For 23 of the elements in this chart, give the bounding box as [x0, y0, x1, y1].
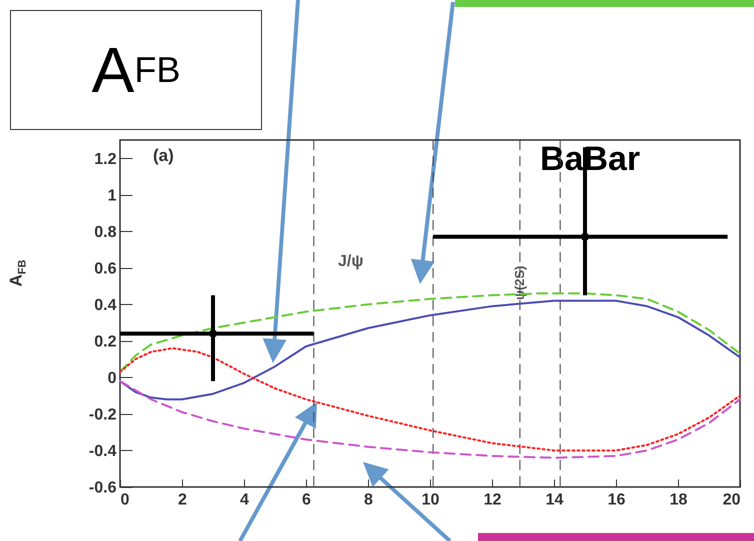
y-tick-label: -0.4	[88, 442, 117, 460]
y-tick-label: -0.6	[88, 480, 117, 496]
x-tick-label: 16	[608, 492, 626, 508]
x-tick-label: 20	[722, 492, 741, 508]
x-tick-label: 10	[422, 492, 440, 508]
y-tick-label: 0.8	[94, 224, 117, 241]
x-tick-label: 8	[364, 492, 374, 508]
x-tick-label: 2	[178, 492, 188, 508]
y-tick-label: 0	[108, 370, 117, 387]
y-tick-label: -0.2	[88, 406, 117, 424]
x-tick-label: 0	[120, 492, 130, 508]
y-tick-label: 0.6	[94, 260, 117, 278]
x-tick-label: 4	[240, 492, 250, 508]
x-tick-label: 12	[484, 492, 502, 508]
annotation: J/ψ	[338, 253, 364, 271]
y-tick-label: 1.2	[94, 150, 117, 168]
x-tick-label: 18	[670, 492, 688, 508]
annotation: (a)	[153, 146, 174, 166]
x-tick-label: 14	[546, 492, 564, 508]
y-tick-label: 0.2	[94, 333, 117, 350]
y-tick-label: 1	[108, 187, 117, 204]
x-tick-label: 6	[302, 492, 312, 508]
y-tick-label: 0.4	[94, 296, 117, 314]
